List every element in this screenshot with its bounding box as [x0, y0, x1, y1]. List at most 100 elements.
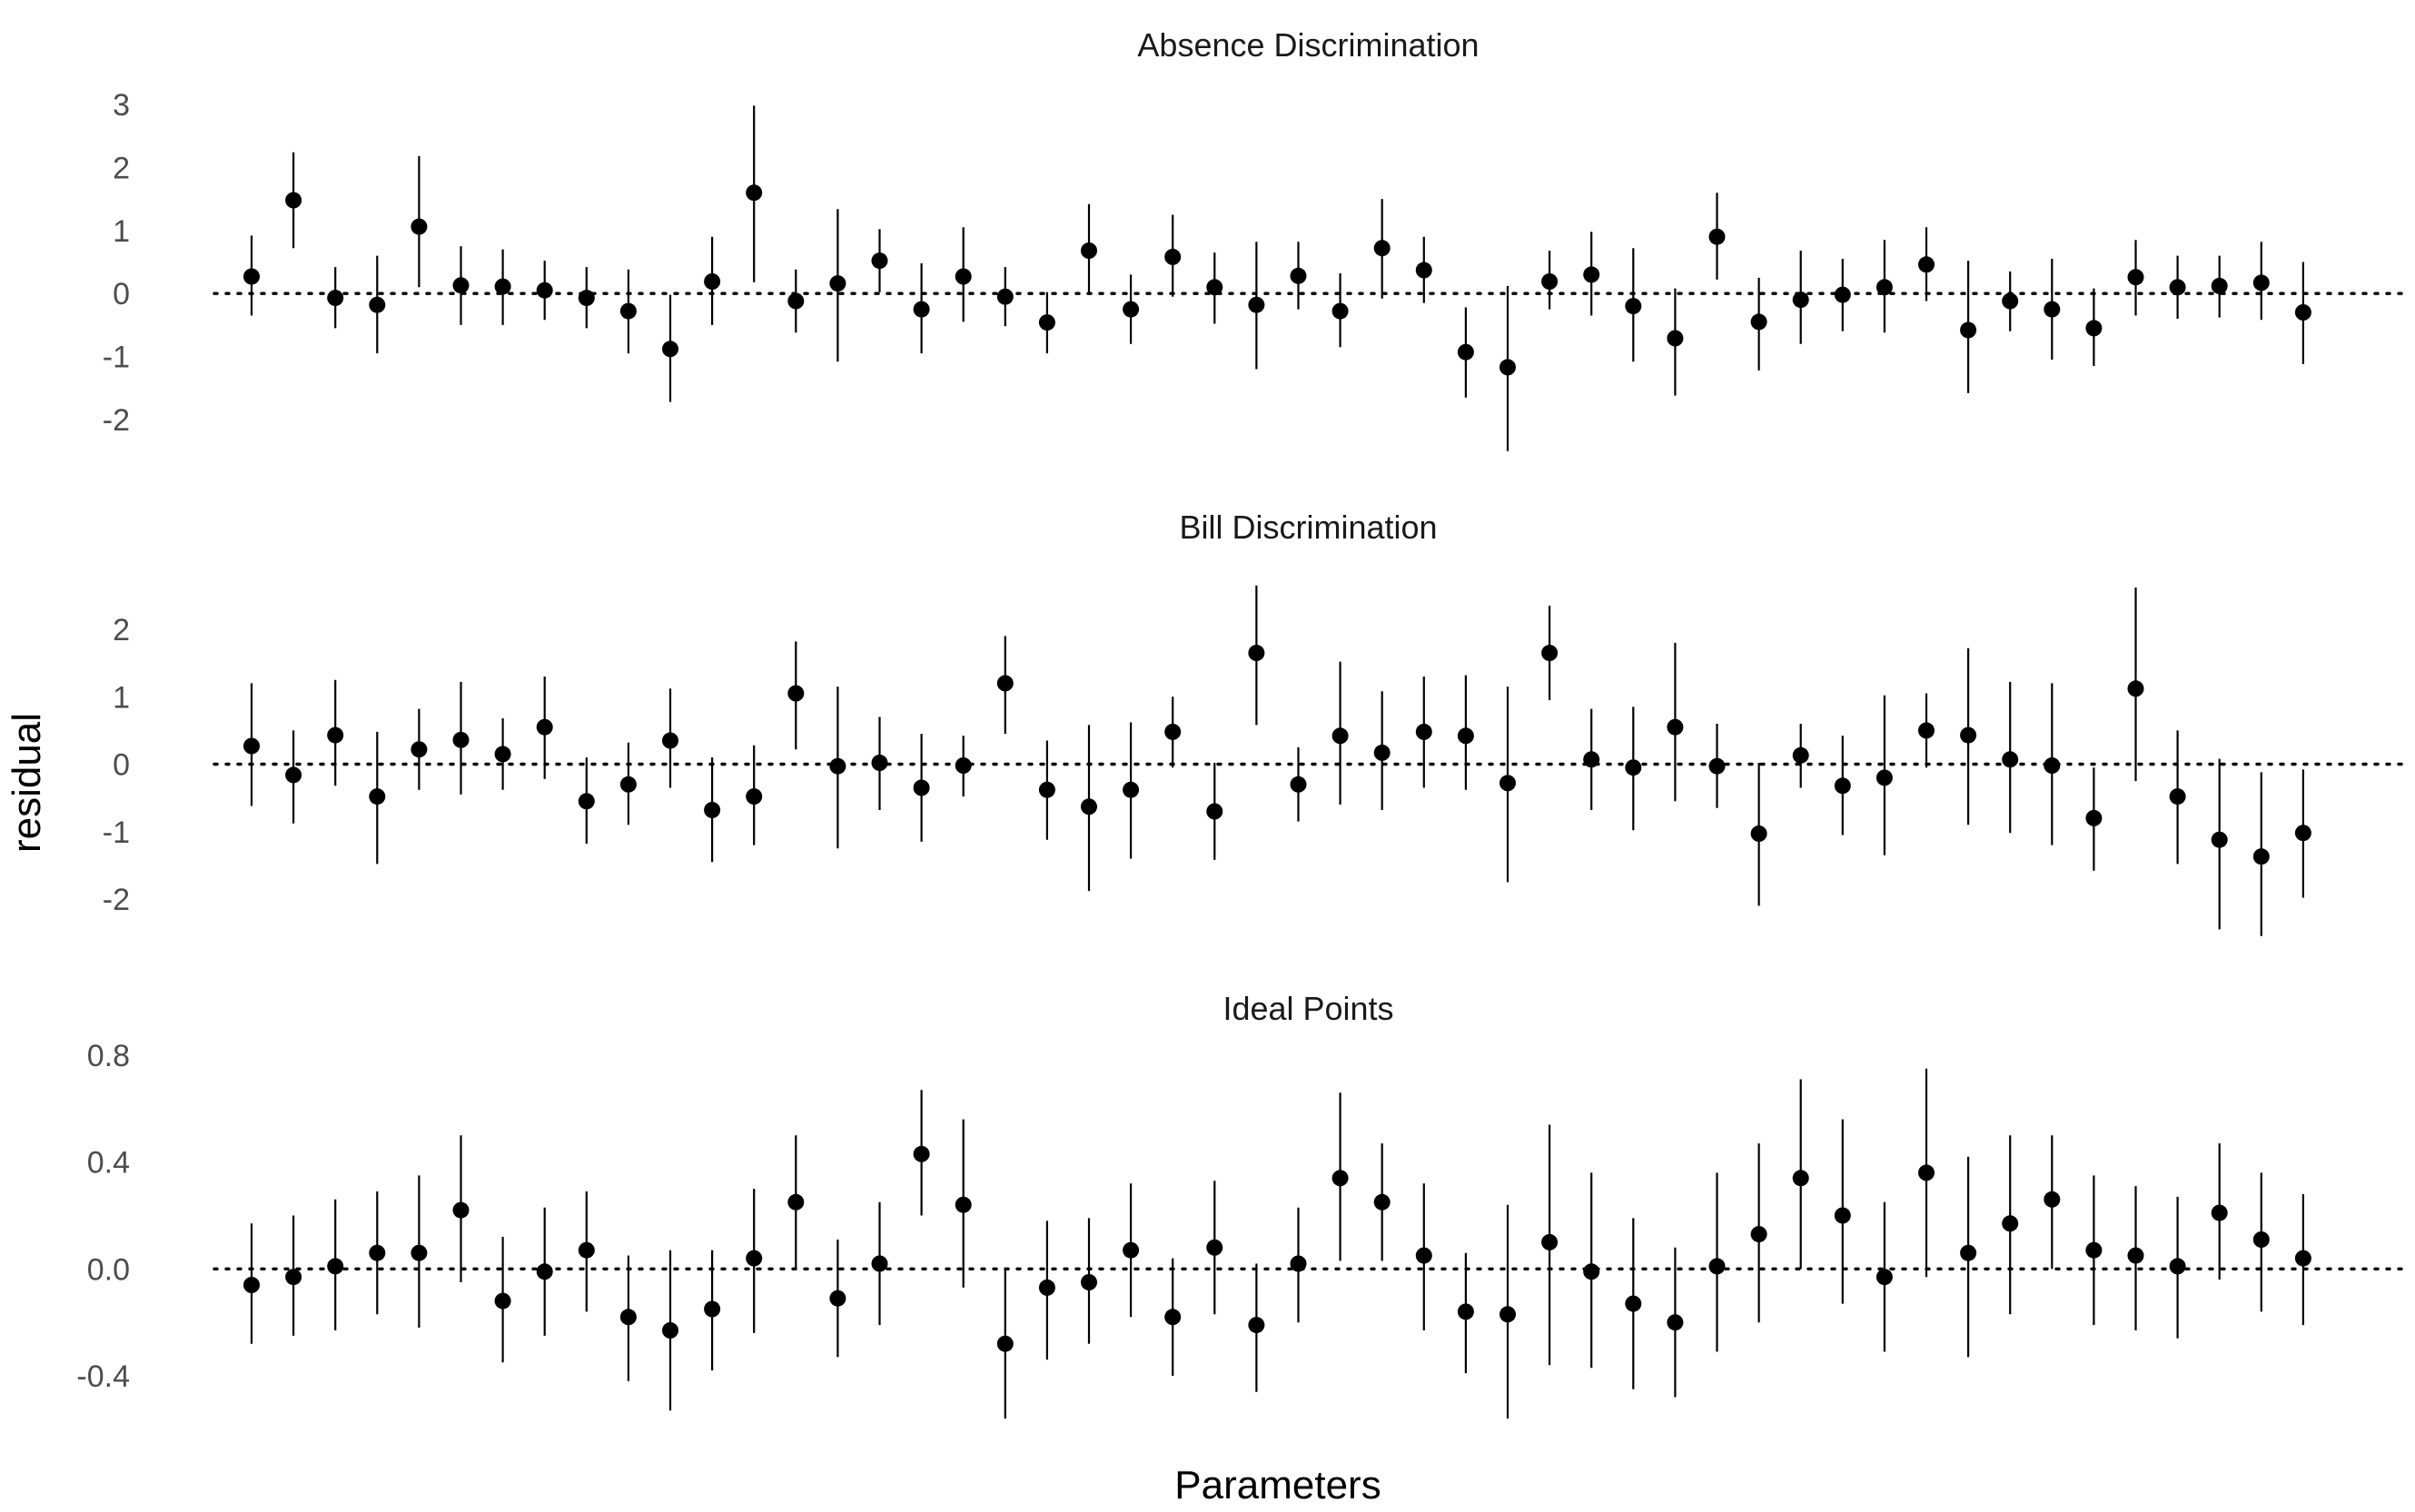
- data-point: [1206, 279, 1223, 296]
- data-point: [1583, 1263, 1600, 1280]
- data-point: [1331, 727, 1349, 745]
- data-point: [1038, 314, 1055, 331]
- data-point: [1499, 775, 1516, 792]
- data-point: [2044, 1191, 2061, 1208]
- data-point: [1499, 1306, 1516, 1323]
- data-point: [1667, 1314, 1684, 1331]
- data-point: [243, 737, 260, 755]
- data-point: [494, 278, 511, 295]
- data-point: [1415, 1247, 1432, 1264]
- data-point: [1373, 1193, 1391, 1211]
- data-point: [829, 1290, 846, 1307]
- data-point: [536, 282, 553, 299]
- data-point: [1541, 273, 1559, 290]
- data-point: [1583, 266, 1600, 283]
- data-point: [1876, 1269, 1893, 1286]
- data-point: [746, 184, 763, 202]
- y-tick-label: 0.4: [87, 1146, 130, 1181]
- data-point: [913, 1145, 930, 1162]
- data-point: [1499, 359, 1516, 376]
- data-point: [2169, 788, 2186, 805]
- data-point: [1415, 262, 1432, 279]
- panel-title: Absence Discrimination: [1137, 26, 1479, 64]
- data-point: [871, 1255, 888, 1272]
- data-point: [1541, 645, 1559, 661]
- y-tick-label: 1: [113, 214, 130, 249]
- data-point: [704, 1300, 721, 1318]
- data-point: [369, 1244, 386, 1261]
- data-point: [1960, 726, 1977, 744]
- data-point: [1038, 1279, 1055, 1296]
- y-axis-title: residual: [5, 713, 49, 853]
- data-point: [1373, 744, 1391, 761]
- data-point: [1708, 1258, 1726, 1275]
- data-point: [1331, 302, 1349, 320]
- data-point: [369, 788, 386, 805]
- data-point: [871, 252, 888, 270]
- data-point: [1834, 286, 1851, 303]
- data-point: [2044, 757, 2061, 774]
- data-point: [1667, 718, 1684, 736]
- data-point: [1164, 1309, 1182, 1326]
- data-point: [1750, 825, 1767, 842]
- data-point: [2252, 274, 2270, 292]
- y-tick-label: 3: [113, 88, 130, 123]
- data-point: [1290, 776, 1307, 793]
- data-point: [619, 776, 637, 793]
- data-point: [578, 793, 595, 810]
- data-point: [285, 1269, 302, 1286]
- data-point: [955, 268, 972, 285]
- data-point: [2085, 809, 2103, 826]
- data-point: [2294, 304, 2311, 321]
- data-point: [1792, 292, 1809, 309]
- data-point: [662, 732, 678, 749]
- data-point: [411, 218, 428, 235]
- data-point: [2294, 1250, 2311, 1267]
- data-point: [1583, 751, 1600, 768]
- data-point: [662, 341, 678, 358]
- data-point: [369, 296, 386, 313]
- data-point: [2211, 1204, 2228, 1221]
- data-point: [327, 1258, 344, 1275]
- y-tick-label: 0.0: [87, 1252, 130, 1287]
- data-point: [704, 273, 721, 290]
- panel-3: Ideal Points 0.8 0.4 0.0 -0.4: [76, 990, 2404, 1419]
- data-point: [1918, 722, 1935, 739]
- panel-title: Ideal Points: [1222, 990, 1393, 1027]
- data-point: [1625, 759, 1642, 776]
- data-point: [1415, 723, 1432, 740]
- data-point: [1708, 757, 1726, 775]
- data-point: [1081, 798, 1097, 815]
- data-point: [1248, 296, 1265, 313]
- data-point: [243, 268, 260, 285]
- data-point: [619, 302, 637, 320]
- data-point: [494, 746, 511, 763]
- data-point: [2252, 848, 2270, 865]
- data-point: [1876, 769, 1893, 786]
- y-tick-label: 0: [113, 277, 130, 311]
- data-point: [1457, 1303, 1474, 1320]
- data-point: [1625, 298, 1642, 315]
- data-point: [746, 1250, 763, 1267]
- data-point: [327, 290, 344, 307]
- data-point: [1792, 746, 1809, 764]
- data-point: [1750, 313, 1767, 331]
- data-point: [1248, 645, 1265, 661]
- data-point: [1290, 267, 1307, 284]
- data-point: [1792, 1170, 1809, 1187]
- data-point: [1206, 1239, 1223, 1256]
- data-point: [2002, 751, 2019, 768]
- data-point: [2169, 1258, 2186, 1275]
- data-point: [1248, 1317, 1265, 1334]
- data-point: [1708, 228, 1726, 245]
- data-point: [746, 788, 763, 805]
- data-point: [996, 675, 1014, 692]
- data-point: [1918, 256, 1935, 273]
- panel-2: Bill Discrimination 2 1 0 -1 -2: [103, 509, 2404, 936]
- data-point: [955, 1196, 972, 1213]
- data-point: [2127, 1247, 2144, 1264]
- data-point: [578, 290, 595, 307]
- y-tick-label: 1: [113, 680, 130, 715]
- data-point: [1123, 1241, 1140, 1259]
